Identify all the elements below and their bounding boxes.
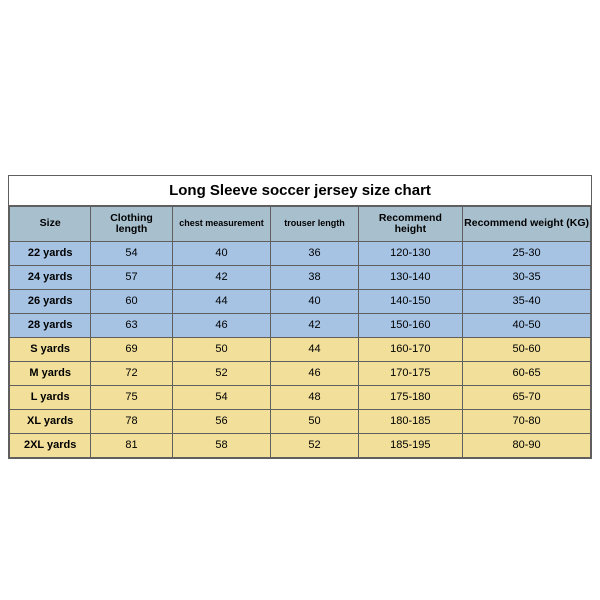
cell-value: 56 <box>172 410 271 434</box>
cell-value: 63 <box>91 314 172 338</box>
cell-value: 40-50 <box>463 314 591 338</box>
cell-value: 58 <box>172 434 271 458</box>
cell-value: 140-150 <box>358 290 463 314</box>
cell-value: 50 <box>172 338 271 362</box>
cell-value: 46 <box>271 362 358 386</box>
cell-value: 50-60 <box>463 338 591 362</box>
cell-value: 38 <box>271 266 358 290</box>
cell-value: 60-65 <box>463 362 591 386</box>
cell-value: 75 <box>91 386 172 410</box>
cell-size: XL yards <box>10 410 91 434</box>
table-row: 26 yards604440140-15035-40 <box>10 290 591 314</box>
cell-value: 54 <box>91 242 172 266</box>
cell-value: 65-70 <box>463 386 591 410</box>
cell-size: 22 yards <box>10 242 91 266</box>
table-row: 24 yards574238130-14030-35 <box>10 266 591 290</box>
cell-size: 24 yards <box>10 266 91 290</box>
cell-value: 72 <box>91 362 172 386</box>
cell-value: 52 <box>172 362 271 386</box>
cell-value: 25-30 <box>463 242 591 266</box>
col-recommend-height: Recommendheight <box>358 207 463 242</box>
col-chest-measurement: chest measurement <box>172 207 271 242</box>
cell-size: L yards <box>10 386 91 410</box>
cell-size: 26 yards <box>10 290 91 314</box>
table-row: 22 yards544036120-13025-30 <box>10 242 591 266</box>
table-row: L yards755448175-18065-70 <box>10 386 591 410</box>
cell-size: M yards <box>10 362 91 386</box>
col-trouser-length: trouser length <box>271 207 358 242</box>
cell-value: 180-185 <box>358 410 463 434</box>
cell-value: 52 <box>271 434 358 458</box>
cell-value: 170-175 <box>358 362 463 386</box>
table-row: S yards695044160-17050-60 <box>10 338 591 362</box>
cell-size: 2XL yards <box>10 434 91 458</box>
size-chart: Long Sleeve soccer jersey size chart Siz… <box>8 175 592 459</box>
cell-value: 150-160 <box>358 314 463 338</box>
cell-value: 44 <box>271 338 358 362</box>
col-size: Size <box>10 207 91 242</box>
cell-value: 81 <box>91 434 172 458</box>
cell-value: 175-180 <box>358 386 463 410</box>
table-row: 28 yards634642150-16040-50 <box>10 314 591 338</box>
cell-value: 40 <box>271 290 358 314</box>
cell-value: 46 <box>172 314 271 338</box>
cell-size: 28 yards <box>10 314 91 338</box>
col-clothing-length: Clothinglength <box>91 207 172 242</box>
table-header-row: Size Clothinglength chest measurement tr… <box>10 207 591 242</box>
cell-value: 60 <box>91 290 172 314</box>
cell-value: 120-130 <box>358 242 463 266</box>
cell-value: 54 <box>172 386 271 410</box>
table-row: 2XL yards815852185-19580-90 <box>10 434 591 458</box>
table-row: M yards725246170-17560-65 <box>10 362 591 386</box>
cell-value: 42 <box>271 314 358 338</box>
cell-value: 185-195 <box>358 434 463 458</box>
cell-value: 42 <box>172 266 271 290</box>
cell-value: 160-170 <box>358 338 463 362</box>
cell-value: 40 <box>172 242 271 266</box>
cell-value: 78 <box>91 410 172 434</box>
cell-value: 30-35 <box>463 266 591 290</box>
cell-value: 57 <box>91 266 172 290</box>
cell-value: 48 <box>271 386 358 410</box>
table-row: XL yards785650180-18570-80 <box>10 410 591 434</box>
cell-value: 80-90 <box>463 434 591 458</box>
cell-value: 35-40 <box>463 290 591 314</box>
cell-value: 44 <box>172 290 271 314</box>
chart-title: Long Sleeve soccer jersey size chart <box>9 176 591 206</box>
cell-value: 50 <box>271 410 358 434</box>
col-recommend-weight: Recommend weight (KG) <box>463 207 591 242</box>
cell-value: 130-140 <box>358 266 463 290</box>
cell-value: 69 <box>91 338 172 362</box>
cell-value: 70-80 <box>463 410 591 434</box>
size-table: Size Clothinglength chest measurement tr… <box>9 206 591 458</box>
cell-value: 36 <box>271 242 358 266</box>
cell-size: S yards <box>10 338 91 362</box>
